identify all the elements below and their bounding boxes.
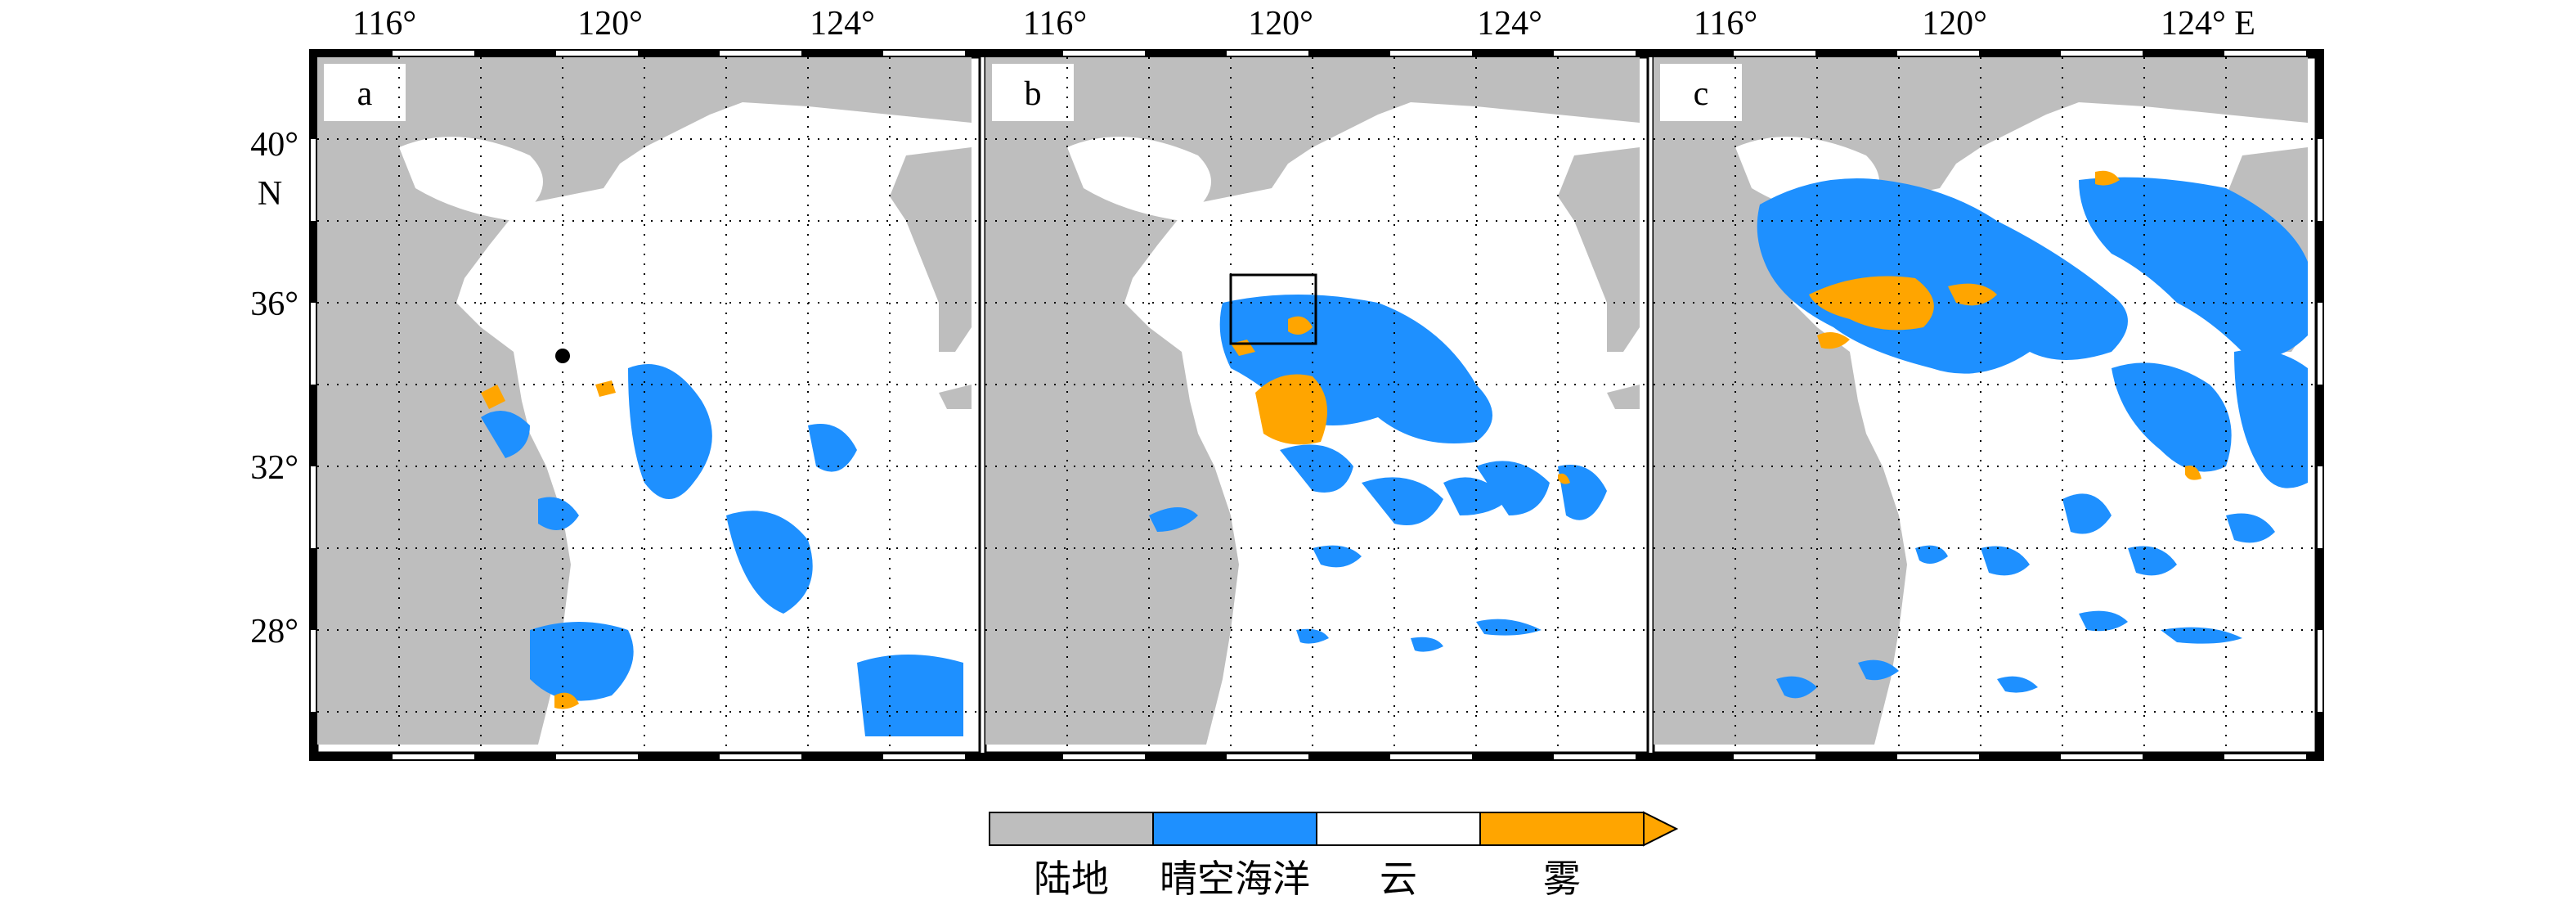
- lat-label-28: 28°: [250, 613, 298, 650]
- clear-ocean-area: [1757, 177, 2308, 699]
- legend: 陆地 晴空海洋 云 雾: [989, 811, 1679, 901]
- lon-label-120-b: 120°: [1248, 5, 1313, 43]
- legend-swatch-land: [989, 812, 1154, 846]
- panel-label: c: [1694, 75, 1709, 113]
- lon-label-124-a: 124°: [810, 5, 875, 43]
- panel-label-box: [324, 64, 406, 121]
- lon-label-116-c: 116°: [1694, 5, 1757, 43]
- latitude-labels: 40° N 36° 32° 28°: [250, 126, 298, 650]
- lat-unit-label: N: [258, 175, 282, 213]
- lat-label-40: 40°: [250, 126, 298, 164]
- lon-label-116-a: 116°: [352, 5, 416, 43]
- fog-area: [1809, 170, 2201, 480]
- legend-swatch-cloud: [1316, 812, 1481, 846]
- lon-label-120-c: 120°: [1922, 5, 1987, 43]
- panel-label: b: [1025, 75, 1042, 113]
- fog-area: [481, 380, 616, 709]
- location-marker: [555, 349, 570, 363]
- legend-label-land: 陆地: [1034, 857, 1109, 901]
- lon-label-120-a: 120°: [577, 5, 643, 43]
- lon-label-124-b: 124°: [1477, 5, 1542, 43]
- legend-arrow: [1643, 811, 1679, 847]
- graticule: [985, 57, 1648, 753]
- study-area-box: [1229, 273, 1317, 345]
- graticule: [317, 57, 980, 753]
- legend-label-cloud: 云: [1380, 857, 1417, 901]
- lon-label-124-c: 124° E: [2161, 5, 2255, 43]
- legend-label-clear-ocean: 晴空海洋: [1160, 857, 1310, 901]
- panel-label-box: [992, 64, 1074, 121]
- map-frame-borders: [309, 49, 2324, 761]
- clear-ocean-area: [481, 364, 963, 736]
- graticule: [1654, 57, 2316, 753]
- legend-swatch-clear-ocean: [1152, 812, 1317, 846]
- panel-label: a: [357, 75, 373, 113]
- longitude-labels: 116° 120° 124° 116° 120° 124° 116° 120° …: [352, 5, 2255, 43]
- legend-swatch-fog: [1479, 812, 1645, 846]
- panel-label-box: [1660, 64, 1742, 121]
- lat-label-32: 32°: [250, 449, 298, 487]
- map-panel-a: a: [316, 56, 981, 754]
- map-panel-c: c: [1652, 56, 2318, 754]
- lon-label-116-b: 116°: [1023, 5, 1087, 43]
- lat-label-36: 36°: [250, 286, 298, 323]
- legend-label-fog: 雾: [1543, 857, 1581, 901]
- map-panel-b: b: [984, 56, 1649, 754]
